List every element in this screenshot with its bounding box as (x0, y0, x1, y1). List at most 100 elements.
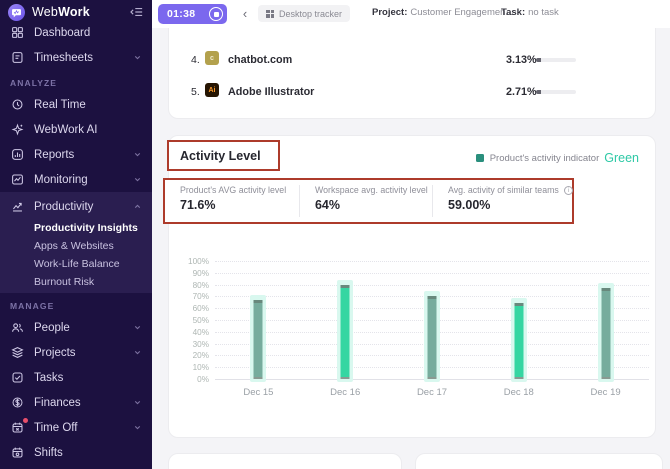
chevron-down-icon (133, 150, 142, 159)
sidebar-item-people[interactable]: People (0, 315, 152, 340)
activity-indicator-value: Green (604, 151, 639, 165)
x-axis-label-dec-19: Dec 19 (590, 387, 621, 398)
people-icon (10, 320, 25, 335)
sidebar-item-label: Productivity (34, 200, 94, 213)
y-axis-tick: 100% (188, 257, 209, 266)
gridline (215, 261, 649, 262)
sidebar-subitem-apps-websites[interactable]: Apps & Websites (34, 240, 114, 252)
sidebar-collapse-icon[interactable] (130, 6, 144, 18)
y-axis-tick: 50% (192, 316, 209, 325)
chevron-down-icon (133, 175, 142, 184)
notification-dot (23, 418, 28, 423)
project-selector[interactable]: Project: Customer Engagemen... (372, 7, 514, 18)
sidebar-item-label: Time Off (34, 421, 78, 434)
stat-workspace-avg-activity-level: Workspace avg. activity level 64% (298, 185, 432, 217)
topbar: 01:38 ‹ Desktop tracker Project: Customer… (152, 0, 670, 28)
timesheets-icon (10, 50, 25, 65)
y-axis-tick: 20% (192, 351, 209, 361)
sidebar-item-tasks[interactable]: Tasks (0, 365, 152, 390)
sidebar-item-productivity[interactable]: Productivity (0, 194, 152, 219)
sidebar-section-manage: MANAGE (10, 301, 55, 311)
sidebar-item-label: Real Time (34, 98, 86, 111)
reports-icon (10, 147, 25, 162)
chart-slot-dec-19 (562, 261, 649, 382)
sidebar-group-productivity: Productivity Productivity Insights Apps & … (0, 192, 152, 293)
bar-dec-18[interactable] (514, 303, 524, 379)
y-axis-tick: 10% (192, 363, 209, 373)
bar-dec-17[interactable] (427, 296, 437, 379)
x-axis-label-dec-18: Dec 18 (503, 387, 534, 398)
desktop-tracker-button[interactable]: Desktop tracker (258, 5, 351, 22)
shifts-icon (10, 445, 25, 460)
sidebar-item-monitoring[interactable]: Monitoring (0, 167, 152, 192)
sidebar-item-label: Finances (34, 396, 81, 409)
app-name: Adobe Illustrator (228, 86, 315, 98)
y-axis-tick: 0% (197, 375, 209, 384)
bar-dec-16[interactable] (340, 285, 350, 379)
section-title: Activity Level (180, 148, 261, 163)
app-usage-bar (536, 90, 576, 94)
y-axis-tick: 70% (192, 292, 209, 302)
timer-pill[interactable]: 01:38 (158, 4, 227, 24)
main-content: 4. c chatbot.com 3.13% 5. Ai Adobe Illustrator… (152, 28, 670, 469)
task-selector[interactable]: Task: no task (501, 7, 559, 18)
x-axis-label-dec-16: Dec 16 (330, 387, 361, 398)
chevron-down-icon (133, 53, 142, 62)
sidebar-nav: Dashboard Timesheets ANALYZE Real Time WebWo… (0, 20, 152, 465)
sidebar-item-label: Timesheets (34, 51, 94, 64)
webwork-logo-icon (8, 3, 25, 21)
x-axis-label-dec-17: Dec 17 (416, 387, 448, 398)
clock-icon (10, 97, 25, 112)
projects-icon (10, 345, 25, 360)
chart-slot-dec-15 (215, 261, 302, 382)
sidebar-item-real-time[interactable]: Real Time (0, 92, 152, 117)
adobe-illustrator-icon: Ai (205, 83, 219, 97)
stat-product-s-avg-activity-level: Product's AVG activity level 71.6% (180, 185, 287, 212)
annotation-box-title: Activity Level (167, 140, 280, 171)
activity-level-card: Activity Level Product's activity indica… (163, 135, 656, 438)
sidebar-item-label: People (34, 321, 70, 334)
chevron-down-icon (133, 348, 142, 357)
sidebar: WebWork Dashboard Timesheets ANALYZE Real T… (0, 0, 152, 469)
sidebar-item-timesheets[interactable]: Timesheets (0, 45, 152, 70)
row-rank: 4. (191, 54, 200, 66)
sidebar-item-shifts[interactable]: Shifts (0, 440, 152, 465)
chart-slot-dec-18 (475, 261, 562, 382)
monitoring-icon (10, 172, 25, 187)
app-percent: 3.13% (506, 54, 537, 66)
y-axis-tick: 40% (192, 327, 209, 337)
chart-slot-dec-17 (389, 261, 476, 382)
y-axis-tick: 90% (192, 268, 209, 278)
sidebar-item-dashboard[interactable]: Dashboard (0, 20, 152, 45)
activity-indicator-legend: Product's activity indicator Green (475, 151, 639, 165)
bar-dec-19[interactable] (601, 288, 611, 379)
chevron-left-icon[interactable]: ‹ (242, 5, 248, 21)
gridline (215, 284, 649, 286)
sidebar-subitem-burnout-risk[interactable]: Burnout Risk (34, 276, 95, 288)
chevron-down-icon (133, 423, 142, 432)
bottom-card-right (415, 453, 663, 469)
sidebar-subitem-productivity-insights[interactable]: Productivity Insights (34, 222, 138, 234)
bar-dec-15[interactable] (253, 300, 263, 379)
app-usage-bar (536, 58, 576, 62)
chevron-down-icon (133, 398, 142, 407)
chevron-up-icon (133, 202, 142, 211)
sidebar-subitem-work-life-balance[interactable]: Work-Life Balance (34, 258, 120, 270)
sidebar-item-projects[interactable]: Projects (0, 340, 152, 365)
timer-value: 01:38 (167, 8, 196, 20)
gridline (215, 272, 649, 274)
sidebar-item-time-off[interactable]: Time Off (0, 415, 152, 440)
y-axis-tick: 80% (192, 280, 209, 290)
sidebar-item-webwork-ai[interactable]: WebWork AI (0, 117, 152, 142)
bottom-card-left (168, 453, 402, 469)
sidebar-item-label: Dashboard (34, 26, 91, 39)
finances-icon (10, 395, 25, 410)
table-row-adobe-illustrator: 5. Ai Adobe Illustrator 2.71% (169, 82, 655, 104)
row-rank: 5. (191, 86, 200, 98)
stop-timer-icon[interactable] (209, 7, 223, 21)
sidebar-item-finances[interactable]: Finances (0, 390, 152, 415)
info-icon[interactable]: i (564, 186, 574, 195)
sidebar-item-reports[interactable]: Reports (0, 142, 152, 167)
chevron-down-icon (133, 323, 142, 332)
y-axis-tick: 60% (192, 304, 209, 314)
